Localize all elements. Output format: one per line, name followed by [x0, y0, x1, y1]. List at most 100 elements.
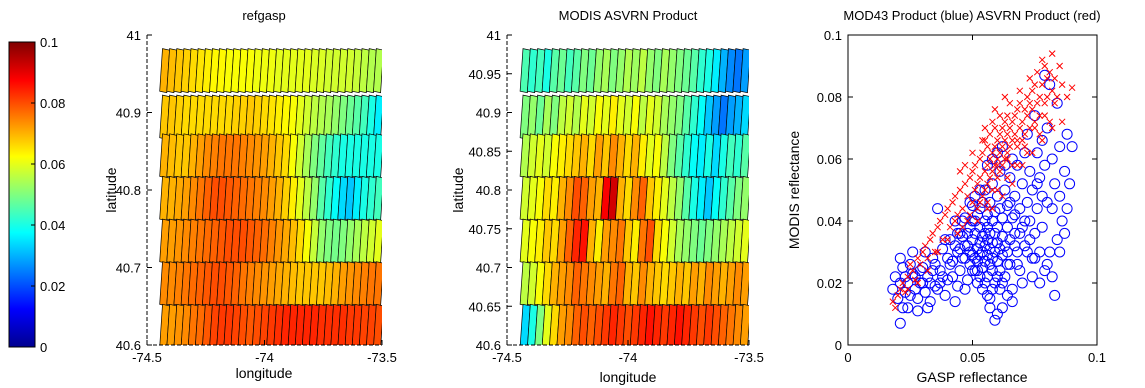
x-tick-label: 0 [844, 350, 851, 365]
scatter-point-red [1041, 112, 1049, 119]
scatter-point-blue [1019, 147, 1031, 159]
scatter-point-red [1036, 112, 1044, 119]
heatmap-cell [280, 303, 292, 345]
heatmap-cell [607, 303, 619, 345]
scatter-point-red [916, 261, 924, 268]
scatter-point-blue [1004, 258, 1016, 270]
scatter-point-red [971, 161, 979, 169]
scatter-point-blue [944, 258, 956, 270]
scatter-point-red [969, 168, 976, 175]
scatter-point-blue [1009, 227, 1021, 239]
scatter-point-red [1013, 106, 1021, 113]
y-tick-label: 40.6 [116, 338, 141, 353]
heatmap-cell [703, 303, 715, 345]
scatter-point-blue [1026, 271, 1038, 283]
heatmap-cell [578, 303, 590, 345]
y-tick-label: 0.1 [824, 28, 842, 43]
scatter-point-blue [1004, 172, 1016, 184]
scatter-point-red [981, 124, 989, 132]
x-tick-label: -73.5 [367, 350, 397, 365]
scatter-point-red [956, 186, 964, 194]
scatter-point-blue [999, 184, 1011, 196]
scatter-point-red [964, 217, 971, 225]
scatter-point-blue [1001, 258, 1013, 270]
scatter-point-red [1048, 124, 1056, 132]
scatter-point-red [966, 174, 974, 181]
scatter-point-red [951, 192, 959, 200]
scatter-point-blue [1021, 128, 1033, 140]
scatter-point-red [1058, 81, 1066, 88]
scatter-point-blue [1036, 190, 1048, 202]
heatmap-cell [629, 303, 641, 345]
scatter-point-blue [1044, 79, 1056, 91]
colorbar-tick-label: 0.1 [40, 35, 58, 50]
scatter-point-blue [996, 302, 1008, 314]
scatter-point-red [1043, 75, 1051, 82]
scatter-point-blue [902, 302, 914, 314]
scatter-point-red [1033, 68, 1041, 76]
scatter-point-blue [1001, 289, 1013, 301]
scatter-point-red [1026, 124, 1034, 132]
scatter-point-red [1028, 106, 1036, 113]
scatter-point-blue [1024, 165, 1036, 177]
scatter-point-blue [1031, 178, 1043, 190]
scatter-point-blue [939, 234, 951, 246]
scatter-point-red [934, 223, 941, 231]
heatmap-cell [519, 303, 531, 345]
scatter-point-red [966, 211, 974, 219]
y-tick-label: 40.8 [476, 183, 501, 198]
scatter-point-blue [984, 302, 996, 314]
scatter-point-red [904, 273, 912, 281]
scatter-point-blue [1001, 200, 1013, 211]
x-tick-label: -74.5 [492, 350, 522, 365]
scatter-point-red [914, 254, 922, 262]
scatter-point-red [924, 267, 932, 274]
scatter-point-blue [937, 271, 949, 283]
scatter-point-blue [1039, 265, 1051, 277]
scatter-point-red [896, 285, 904, 293]
scatter-point-blue [984, 196, 996, 208]
scatter-point-red [999, 143, 1006, 150]
heatmap-cell [351, 303, 363, 345]
y-tick-label: 40.95 [468, 67, 501, 82]
scatter-point-blue [991, 271, 1003, 283]
scatter-point-red [921, 242, 929, 250]
colorbar-tick-label: 0 [40, 340, 47, 355]
scatter-point-blue [904, 258, 916, 270]
heatmap-cell [556, 303, 568, 345]
scatter-point-red [1046, 68, 1054, 76]
scatter-point-red [1021, 130, 1029, 138]
heatmap-cell [180, 303, 192, 345]
scatter-point-blue [924, 277, 936, 289]
scatter-point-blue [1036, 134, 1048, 146]
scatter-point-red [924, 254, 932, 262]
scatter-point-red [996, 149, 1004, 157]
y-tick-label: 40.9 [116, 106, 141, 121]
scatter-point-blue [949, 296, 961, 308]
scatter-point-red [979, 149, 986, 157]
heatmap-cell [725, 303, 737, 345]
scatter-point-red [899, 279, 907, 287]
scatter-point-blue [999, 271, 1011, 283]
scatter-point-blue [1054, 141, 1066, 153]
scatter-point-blue [1016, 277, 1028, 289]
heatmap-cell [344, 303, 356, 345]
colorbar-tick-label: 0.02 [40, 279, 65, 294]
y-tick-label: 40.75 [468, 222, 501, 237]
scatter-point-red [1033, 99, 1041, 107]
scatter-point-red [1001, 155, 1009, 163]
scatter-point-red [1026, 99, 1034, 107]
scatter-point-red [999, 161, 1006, 169]
scatter-point-red [1008, 161, 1016, 169]
scatter-point-red [1008, 118, 1016, 126]
scatter-point-blue [1016, 221, 1028, 233]
scatter-point-red [1041, 99, 1049, 107]
scatter-point-red [894, 292, 902, 299]
scatter-point-red [1043, 93, 1051, 101]
scatter-point-red [944, 236, 951, 243]
scatter-point-red [981, 137, 989, 144]
scatter-point-blue [1066, 141, 1078, 153]
colorbar-tick-label: 0.08 [40, 96, 65, 111]
scatter-point-blue [1019, 215, 1031, 227]
